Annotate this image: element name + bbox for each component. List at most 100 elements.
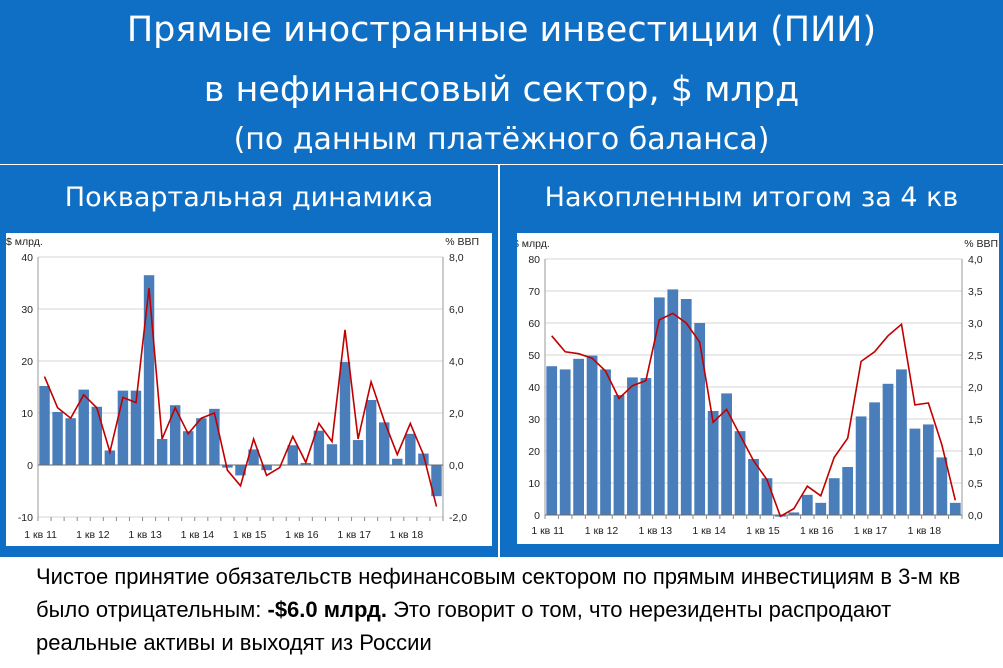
quarterly-chart: -10 0 10 20 30 40 -2,0 0,0 2,0 4,0 6,0 8,0 $ млрд. % … xyxy=(6,233,492,546)
y2-tick-label: 4,0 xyxy=(449,356,464,368)
bar xyxy=(261,465,272,471)
left-panel-title: Поквартальная динамика xyxy=(0,165,498,231)
y2-axis-unit-label: % ВВП xyxy=(445,236,479,248)
y-axis-unit-label: $ млрд. xyxy=(6,236,43,248)
bar xyxy=(748,459,759,515)
bar xyxy=(183,431,194,465)
commentary-text-1: Чистое принятие обязательств нефинансовы… xyxy=(36,564,961,622)
bar xyxy=(39,385,50,465)
y2-tick-label: -2,0 xyxy=(449,512,467,524)
y2-tick-label: 0,0 xyxy=(968,510,983,522)
bar xyxy=(680,299,692,515)
y2-tick-label: 2,0 xyxy=(449,408,464,420)
y-axis-unit-label: $ млрд. xyxy=(517,238,550,250)
title-line-3: (по данным платёжного баланса) xyxy=(233,122,770,157)
commentary-highlight: -$6.0 млрд. xyxy=(267,597,387,622)
y-tick-label: -10 xyxy=(18,512,33,524)
y-tick-label: 0 xyxy=(534,510,540,522)
bar xyxy=(734,431,746,515)
x-tick-label: 1 кв 11 xyxy=(24,529,57,541)
bar xyxy=(352,440,364,465)
bar xyxy=(196,418,207,465)
bar xyxy=(869,402,880,515)
x-tick-label: 1 кв 18 xyxy=(390,529,424,541)
bar xyxy=(209,408,220,465)
y-tick-label: 40 xyxy=(21,252,33,264)
bar xyxy=(855,416,867,515)
bar xyxy=(222,465,233,468)
x-tick-label: 1 кв 16 xyxy=(285,529,319,541)
y2-tick-label: 6,0 xyxy=(449,304,464,316)
x-tick-label: 1 кв 12 xyxy=(585,525,619,537)
bottom-commentary: Чистое принятие обязательств нефинансовы… xyxy=(36,560,986,659)
x-tick-label: 1 кв 12 xyxy=(76,529,110,541)
y-tick-label: 30 xyxy=(21,304,33,316)
cumulative-chart: 0 10 20 30 40 50 60 70 80 0,0 0,5 1,0 1,5 2,0 2,5 3,0 3,… xyxy=(513,233,999,544)
bar xyxy=(922,424,934,515)
bar xyxy=(559,369,571,515)
bar xyxy=(896,369,907,515)
bar xyxy=(65,418,76,465)
bar xyxy=(909,428,921,515)
bar xyxy=(78,389,89,465)
bar xyxy=(640,378,652,515)
commentary-text-2: Это говорит о том, что нерезиденты распр… xyxy=(36,597,892,655)
bar xyxy=(326,444,338,465)
y2-tick-label: 0,5 xyxy=(968,478,983,490)
x-tick-label: 1 кв 13 xyxy=(639,525,673,537)
x-tick-label: 1 кв 14 xyxy=(692,525,726,537)
bar xyxy=(936,457,948,515)
bar xyxy=(667,289,679,515)
y2-tick-label: 8,0 xyxy=(449,252,464,264)
bar xyxy=(313,430,325,465)
bar xyxy=(707,411,719,515)
bar xyxy=(365,400,377,465)
y2-tick-label: 2,0 xyxy=(968,382,983,394)
bar xyxy=(653,297,665,515)
bar xyxy=(694,323,706,515)
bar xyxy=(405,433,416,465)
bar xyxy=(815,502,827,515)
bar xyxy=(287,445,298,465)
bar xyxy=(91,406,103,465)
y-tick-label: 70 xyxy=(528,286,540,298)
y2-tick-label: 2,5 xyxy=(968,350,983,362)
pct-gdp-line xyxy=(43,288,438,507)
bar xyxy=(130,390,142,465)
y2-tick-label: 3,5 xyxy=(968,286,983,298)
header-banner: Прямые иностранные инвестиции (ПИИ) в не… xyxy=(0,0,1003,164)
bar xyxy=(949,502,961,515)
y2-axis-unit-label: % ВВП xyxy=(964,238,998,250)
bar xyxy=(156,439,168,465)
x-tick-label: 1 кв 11 xyxy=(531,525,564,537)
quarterly-chart-svg: -10 0 10 20 30 40 -2,0 0,0 2,0 4,0 6,0 8,0 $ млрд. % … xyxy=(6,236,479,541)
y-tick-label: 50 xyxy=(528,350,540,362)
y2-tick-label: 1,5 xyxy=(968,414,983,426)
x-tick-label: 1 кв 16 xyxy=(800,525,834,537)
bar xyxy=(169,405,181,465)
x-tick-label: 1 кв 15 xyxy=(233,529,267,541)
y-tick-label: 0 xyxy=(27,460,33,472)
y-tick-label: 60 xyxy=(528,318,540,330)
y-tick-label: 20 xyxy=(528,446,540,458)
x-tick-label: 1 кв 14 xyxy=(181,529,215,541)
y2-tick-label: 3,0 xyxy=(968,318,983,330)
bar xyxy=(431,465,442,497)
bar xyxy=(546,366,558,515)
bar xyxy=(761,478,773,515)
bar xyxy=(828,478,840,515)
y-tick-label: 30 xyxy=(528,414,540,426)
y-tick-label: 20 xyxy=(21,356,33,368)
bar xyxy=(52,411,63,465)
x-tick-label: 1 кв 18 xyxy=(908,525,942,537)
y-tick-label: 10 xyxy=(21,408,33,420)
bar xyxy=(882,383,894,515)
bar xyxy=(721,393,732,515)
bar xyxy=(418,453,429,465)
bar xyxy=(586,355,598,515)
x-tick-label: 1 кв 17 xyxy=(337,529,371,541)
y2-tick-label: 1,0 xyxy=(968,446,983,458)
bar xyxy=(600,369,611,515)
bar xyxy=(842,467,854,515)
right-panel-title: Накопленным итогом за 4 кв xyxy=(500,165,1003,231)
